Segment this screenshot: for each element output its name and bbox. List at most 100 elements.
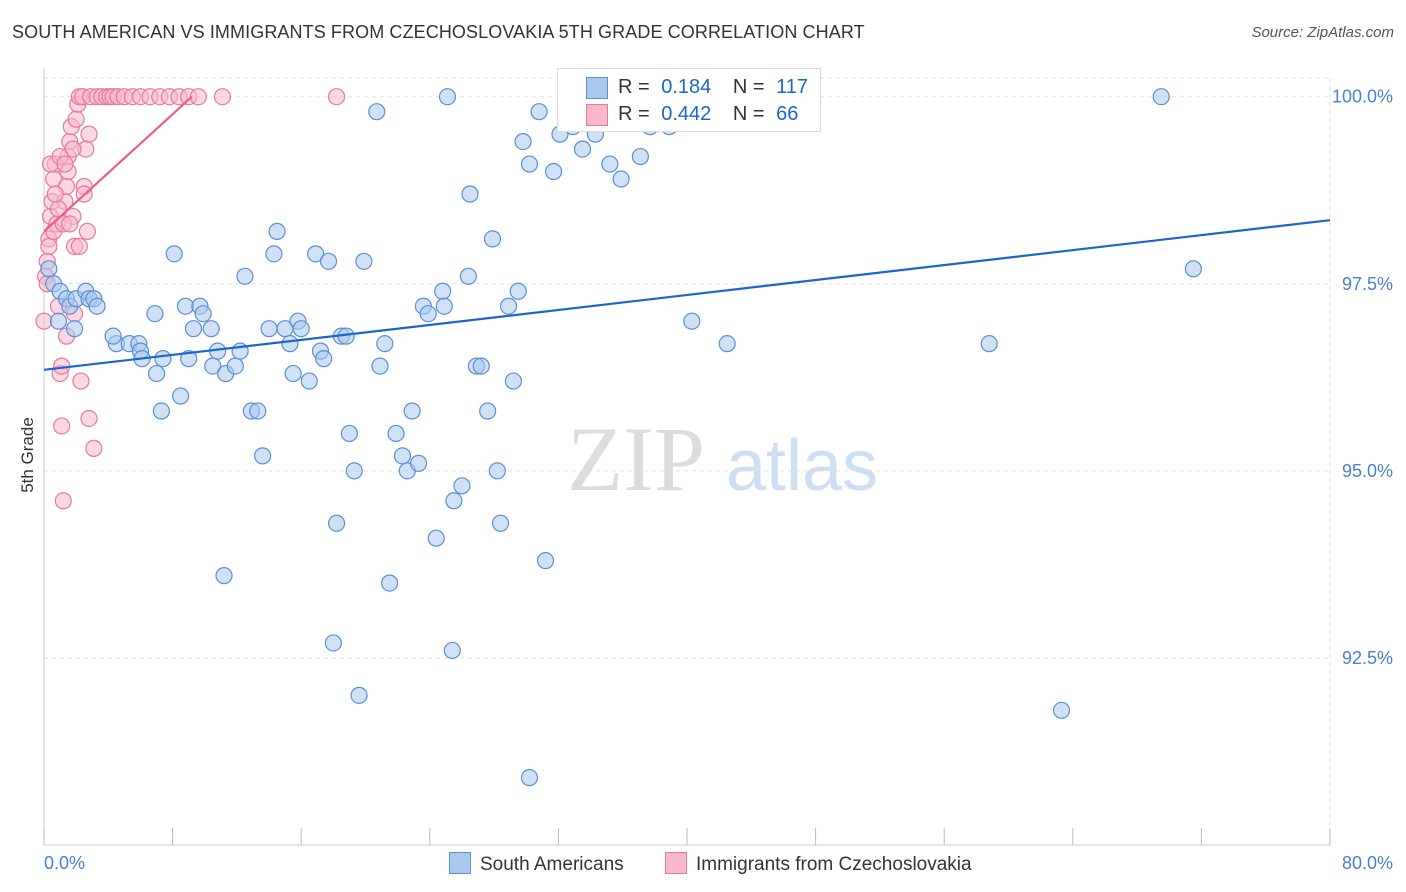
south-americans-point xyxy=(152,402,170,420)
south-americans-point xyxy=(292,320,310,338)
south-americans-point xyxy=(453,477,471,495)
south-americans-point xyxy=(536,552,555,570)
south-americans-point xyxy=(265,245,283,263)
czechoslovakia-point xyxy=(189,88,207,106)
czechoslovakia-point xyxy=(72,372,90,390)
south-americans-point xyxy=(499,297,518,315)
south-americans-point xyxy=(350,686,368,704)
south-americans-point xyxy=(260,320,278,338)
legend-n-label: N = xyxy=(732,103,765,125)
source-credit: Source: ZipAtlas.com xyxy=(1251,24,1394,41)
bottom-legend-label: Immigrants from Czechoslovakia xyxy=(696,854,972,875)
czechoslovakia-trend-line xyxy=(43,95,193,233)
czechoslovakia-point xyxy=(64,140,82,158)
legend-n-label: N = xyxy=(732,76,765,98)
south-americans-point xyxy=(612,170,630,188)
south-americans-point xyxy=(403,402,421,420)
czechoslovakia-point xyxy=(53,417,71,435)
south-americans-point xyxy=(1152,88,1170,106)
south-americans-point xyxy=(104,327,122,345)
trend-lines xyxy=(43,95,1331,371)
czechoslovakia-point xyxy=(85,439,103,458)
bottom-legend-label: South Americans xyxy=(480,854,624,875)
south-americans-point xyxy=(520,769,539,787)
czechoslovakia-point xyxy=(35,312,53,330)
south-americans-point xyxy=(980,335,998,353)
legend-row-south-americans: R = 0.184 N = 117 xyxy=(618,76,808,99)
czechoslovakia-point xyxy=(70,237,88,255)
south-americans-point xyxy=(319,252,338,270)
czechoslovakia-point xyxy=(40,237,58,255)
south-americans-point xyxy=(327,514,346,532)
series-south-americans-points xyxy=(40,88,1202,787)
bottom-legend-swatch xyxy=(665,852,687,874)
czechoslovakia-point xyxy=(54,492,72,510)
south-americans-point xyxy=(65,320,84,338)
czechoslovakia-point xyxy=(213,88,232,106)
legend-r-value: 0.184 xyxy=(661,76,712,98)
south-americans-point xyxy=(1052,701,1071,719)
south-americans-point xyxy=(393,447,412,465)
south-americans-point xyxy=(544,162,563,181)
czechoslovakia-point xyxy=(61,215,79,233)
south-americans-point xyxy=(514,133,532,151)
y-tick-label: 100.0% xyxy=(1332,87,1393,107)
czechoslovakia-point xyxy=(46,185,64,203)
south-americans-point xyxy=(479,402,497,420)
bottom-legend-czechoslovakia: Immigrants from Czechoslovakia xyxy=(665,852,972,876)
south-americans-point xyxy=(215,567,233,585)
legend-swatch-south-americans xyxy=(586,77,608,99)
south-americans-point xyxy=(236,267,254,285)
south-americans-point xyxy=(226,357,244,375)
x-tick-label: 80.0% xyxy=(1342,853,1393,873)
south-americans-point xyxy=(461,185,479,203)
south-americans-point xyxy=(718,335,736,353)
south-americans-point xyxy=(631,147,649,166)
czechoslovakia-point xyxy=(78,222,97,240)
south-americans-point xyxy=(165,245,183,263)
tick-labels: 92.5% 95.0% 97.5% 100.0% 0.0% 80.0% xyxy=(44,87,1393,873)
axes xyxy=(43,68,1331,846)
south-americans-point xyxy=(307,245,325,263)
south-americans-point xyxy=(409,454,428,472)
south-americans-point xyxy=(40,260,58,278)
south-americans-point xyxy=(202,320,220,338)
watermark-zip: ZIP xyxy=(567,408,705,510)
south-americans-point xyxy=(371,357,389,375)
legend-row-czechoslovakia: R = 0.442 N = 66 xyxy=(618,103,798,126)
south-americans-point xyxy=(683,312,701,330)
legend-n-value: 66 xyxy=(776,103,799,125)
bottom-legend-swatch xyxy=(449,852,471,874)
series-czechoslovakia-points xyxy=(35,88,346,510)
south-americans-point xyxy=(438,88,457,106)
south-americans-point xyxy=(249,402,267,420)
south-americans-point xyxy=(1184,260,1202,278)
south-americans-point xyxy=(504,372,522,390)
south-americans-point xyxy=(445,492,463,510)
south-americans-point xyxy=(427,529,445,547)
south-americans-point xyxy=(49,312,68,330)
y-tick-label: 92.5% xyxy=(1342,648,1393,668)
czechoslovakia-point xyxy=(67,110,85,128)
south-americans-point xyxy=(284,364,302,383)
south-americans-point xyxy=(387,424,405,443)
legend-r-value: 0.442 xyxy=(661,103,712,125)
czechoslovakia-point xyxy=(327,88,346,106)
south-americans-point xyxy=(324,634,342,652)
chart-title: SOUTH AMERICAN VS IMMIGRANTS FROM CZECHO… xyxy=(12,22,865,42)
legend-r-label: R = xyxy=(618,103,650,125)
watermark-atlas: atlas xyxy=(726,426,878,506)
south-americans-point xyxy=(435,297,453,315)
czechoslovakia-point xyxy=(80,125,98,143)
south-americans-point xyxy=(530,103,548,121)
south-americans-trend-line xyxy=(43,219,1331,371)
south-americans-point xyxy=(443,641,461,660)
south-americans-point xyxy=(88,297,106,315)
south-americans-point xyxy=(340,424,359,443)
south-americans-point xyxy=(146,305,164,323)
south-americans-point xyxy=(355,252,373,270)
south-americans-point xyxy=(176,297,195,315)
legend-swatch-czechoslovakia xyxy=(586,104,608,126)
south-americans-point xyxy=(483,230,502,248)
